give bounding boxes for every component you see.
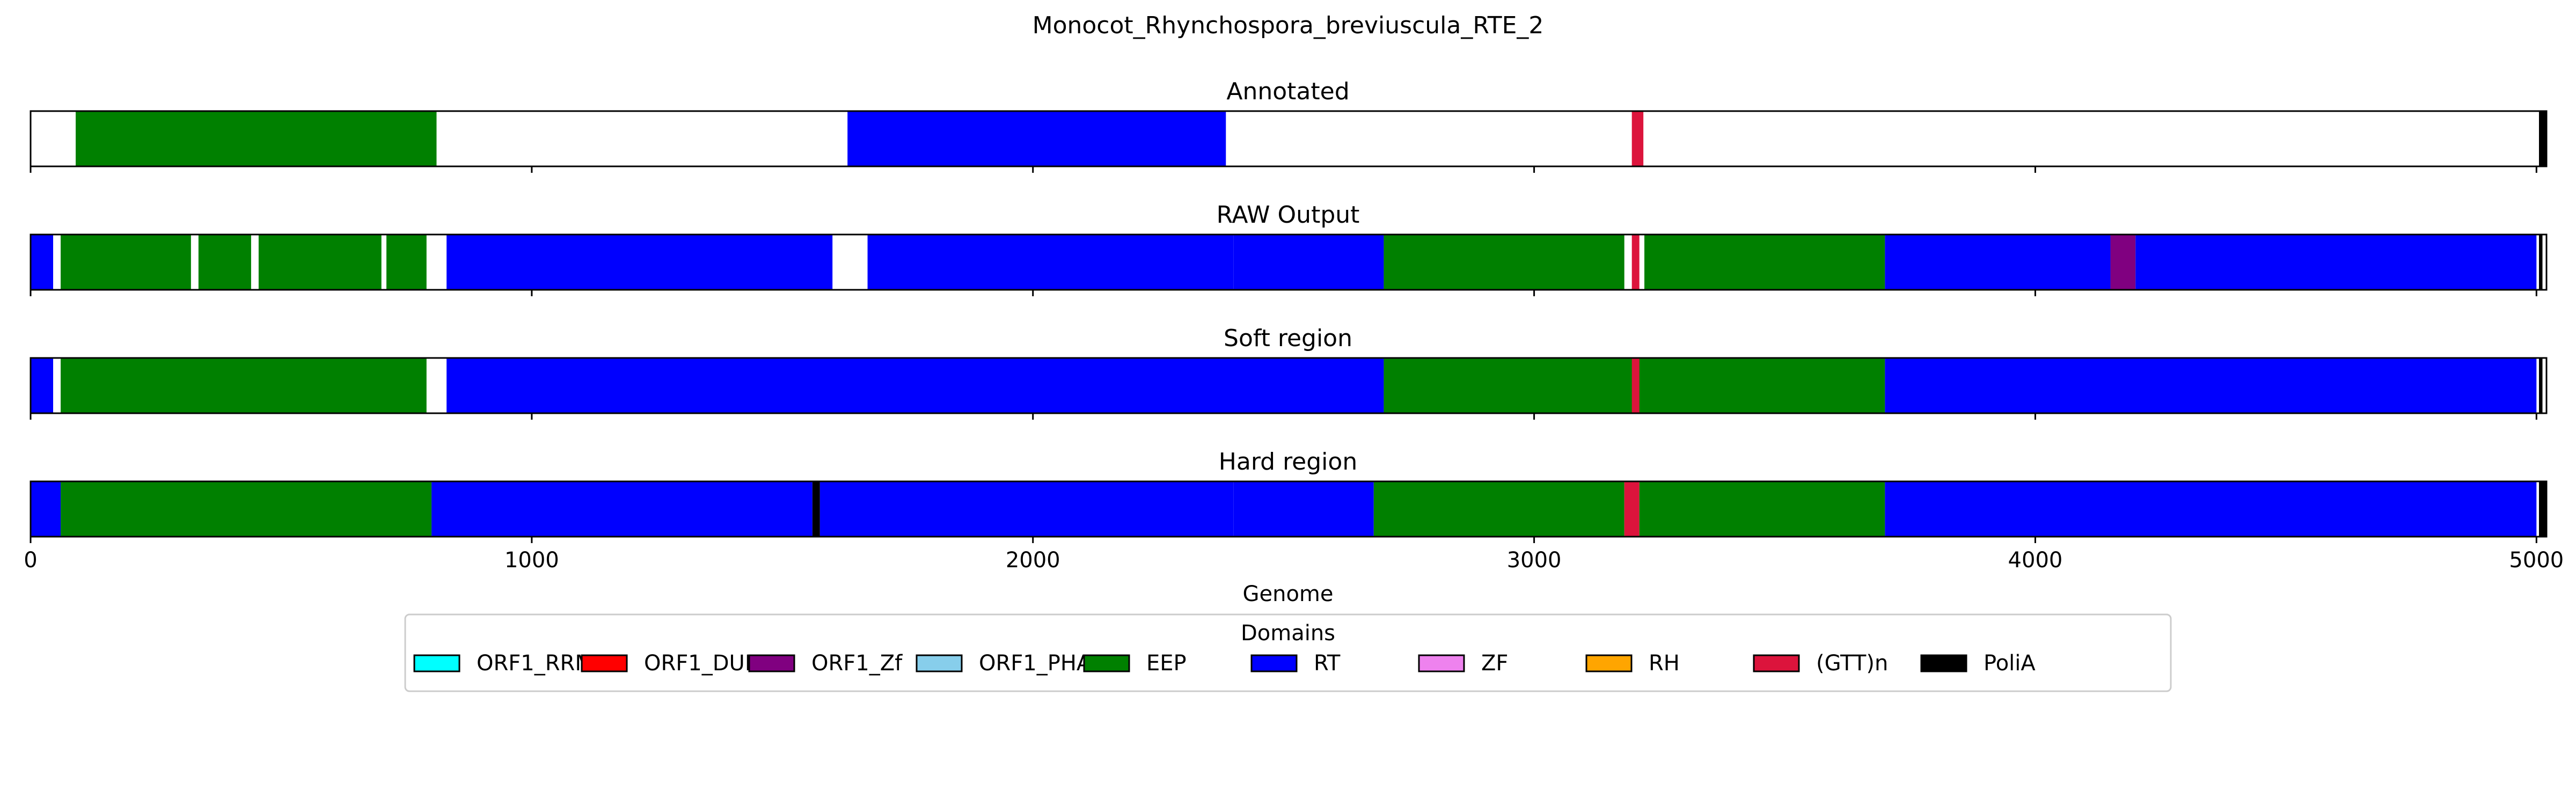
panel-title: Soft region (1224, 325, 1352, 352)
domain-segment (1631, 235, 1640, 290)
panel-3: Soft region (30, 325, 2548, 420)
panel-background (31, 111, 2546, 166)
domain-segment (258, 235, 382, 290)
legend-swatch (1920, 654, 1967, 672)
legend-item: (GTT)n (1753, 651, 1888, 676)
domain-segment (386, 235, 427, 290)
panel-title: RAW Output (1217, 201, 1360, 229)
domain-segment (819, 481, 1234, 537)
legend-label: ORF1_DUF (644, 651, 757, 676)
domain-segment (867, 235, 1234, 290)
legend-item: ORF1_PHA (916, 651, 1092, 676)
legend-item: ZF (1418, 651, 1508, 676)
panel-title: Hard region (1219, 448, 1357, 475)
domain-segment (1885, 481, 2537, 537)
panel-frame (30, 357, 2548, 414)
legend-item: ORF1_RRM (413, 651, 594, 676)
legend-item: RH (1585, 651, 1680, 676)
domain-segment (1384, 235, 1624, 290)
panel-1: Annotated (30, 78, 2548, 173)
domain-segment (431, 481, 813, 537)
legend-swatch (1753, 654, 1800, 672)
domain-segment (31, 481, 61, 537)
domain-segment (812, 481, 820, 537)
domain-segment (847, 111, 1226, 166)
x-tick-label: 3000 (1507, 548, 1562, 573)
domain-segment (31, 358, 54, 413)
domain-segment (1631, 111, 1644, 166)
domain-segment (2538, 111, 2546, 166)
x-tick-label: 5000 (2509, 548, 2564, 573)
x-tick-label: 1000 (504, 548, 559, 573)
legend: Domains ORF1_RRM ORF1_DUF ORF1_Zf ORF1_PHA EE… (404, 613, 2172, 692)
domain-segment (2135, 235, 2537, 290)
panel-frame (30, 233, 2548, 291)
domain-segment (61, 481, 432, 537)
legend-item: EEP (1083, 651, 1187, 676)
legend-swatch (1250, 654, 1298, 672)
domain-segment (1233, 481, 1374, 537)
legend-label: RT (1314, 651, 1341, 676)
domain-segment (2538, 358, 2543, 413)
legend-label: ORF1_Zf (811, 651, 903, 676)
legend-label: RH (1649, 651, 1680, 676)
legend-box (404, 613, 2172, 692)
legend-label: EEP (1146, 651, 1187, 676)
panel-4: Hard region (30, 448, 2548, 543)
legend-item: RT (1250, 651, 1341, 676)
legend-label: ZF (1481, 651, 1508, 676)
panel-frame (30, 480, 2548, 538)
domain-segment (2538, 481, 2546, 537)
x-tick-label: 2000 (1006, 548, 1060, 573)
domain-segment (1644, 235, 1885, 290)
legend-item: ORF1_DUF (581, 651, 757, 676)
legend-item: PoliA (1920, 651, 2036, 676)
legend-swatch (916, 654, 963, 672)
domain-segment (447, 235, 833, 290)
legend-title: Domains (1241, 621, 1335, 646)
x-axis-label: Genome (1242, 582, 1333, 606)
domain-segment (1233, 235, 1384, 290)
legend-label: PoliA (1984, 651, 2036, 676)
domain-segment (447, 358, 1384, 413)
legend-swatch (581, 654, 628, 672)
domain-segment (198, 235, 251, 290)
legend-swatch (1083, 654, 1130, 672)
x-tick-label: 4000 (2008, 548, 2063, 573)
legend-swatch (1585, 654, 1633, 672)
panel-title: Annotated (1226, 78, 1349, 105)
domain-segment (1885, 235, 2111, 290)
domain-segment (61, 358, 427, 413)
domain-segment (1631, 358, 1640, 413)
domain-segment (1624, 481, 1640, 537)
legend-swatch (748, 654, 795, 672)
domain-segment (2538, 235, 2543, 290)
domain-segment (2110, 235, 2136, 290)
domain-segment (1373, 481, 1624, 537)
legend-label: ORF1_PHA (979, 651, 1092, 676)
x-tick-label: 0 (24, 548, 37, 573)
legend-swatch (1418, 654, 1465, 672)
domain-segment (76, 111, 437, 166)
legend-swatch (413, 654, 460, 672)
panel-frame (30, 110, 2548, 167)
legend-label: ORF1_RRM (477, 651, 594, 676)
legend-item: ORF1_Zf (748, 651, 903, 676)
domain-segment (31, 235, 54, 290)
panel-2: RAW Output (30, 201, 2548, 296)
domain-segment (1639, 481, 1885, 537)
figure-title: Monocot_Rhynchospora_breviuscula_RTE_2 (1033, 12, 1544, 39)
domain-segment (61, 235, 191, 290)
domain-segment (1885, 358, 2537, 413)
legend-label: (GTT)n (1816, 651, 1888, 676)
